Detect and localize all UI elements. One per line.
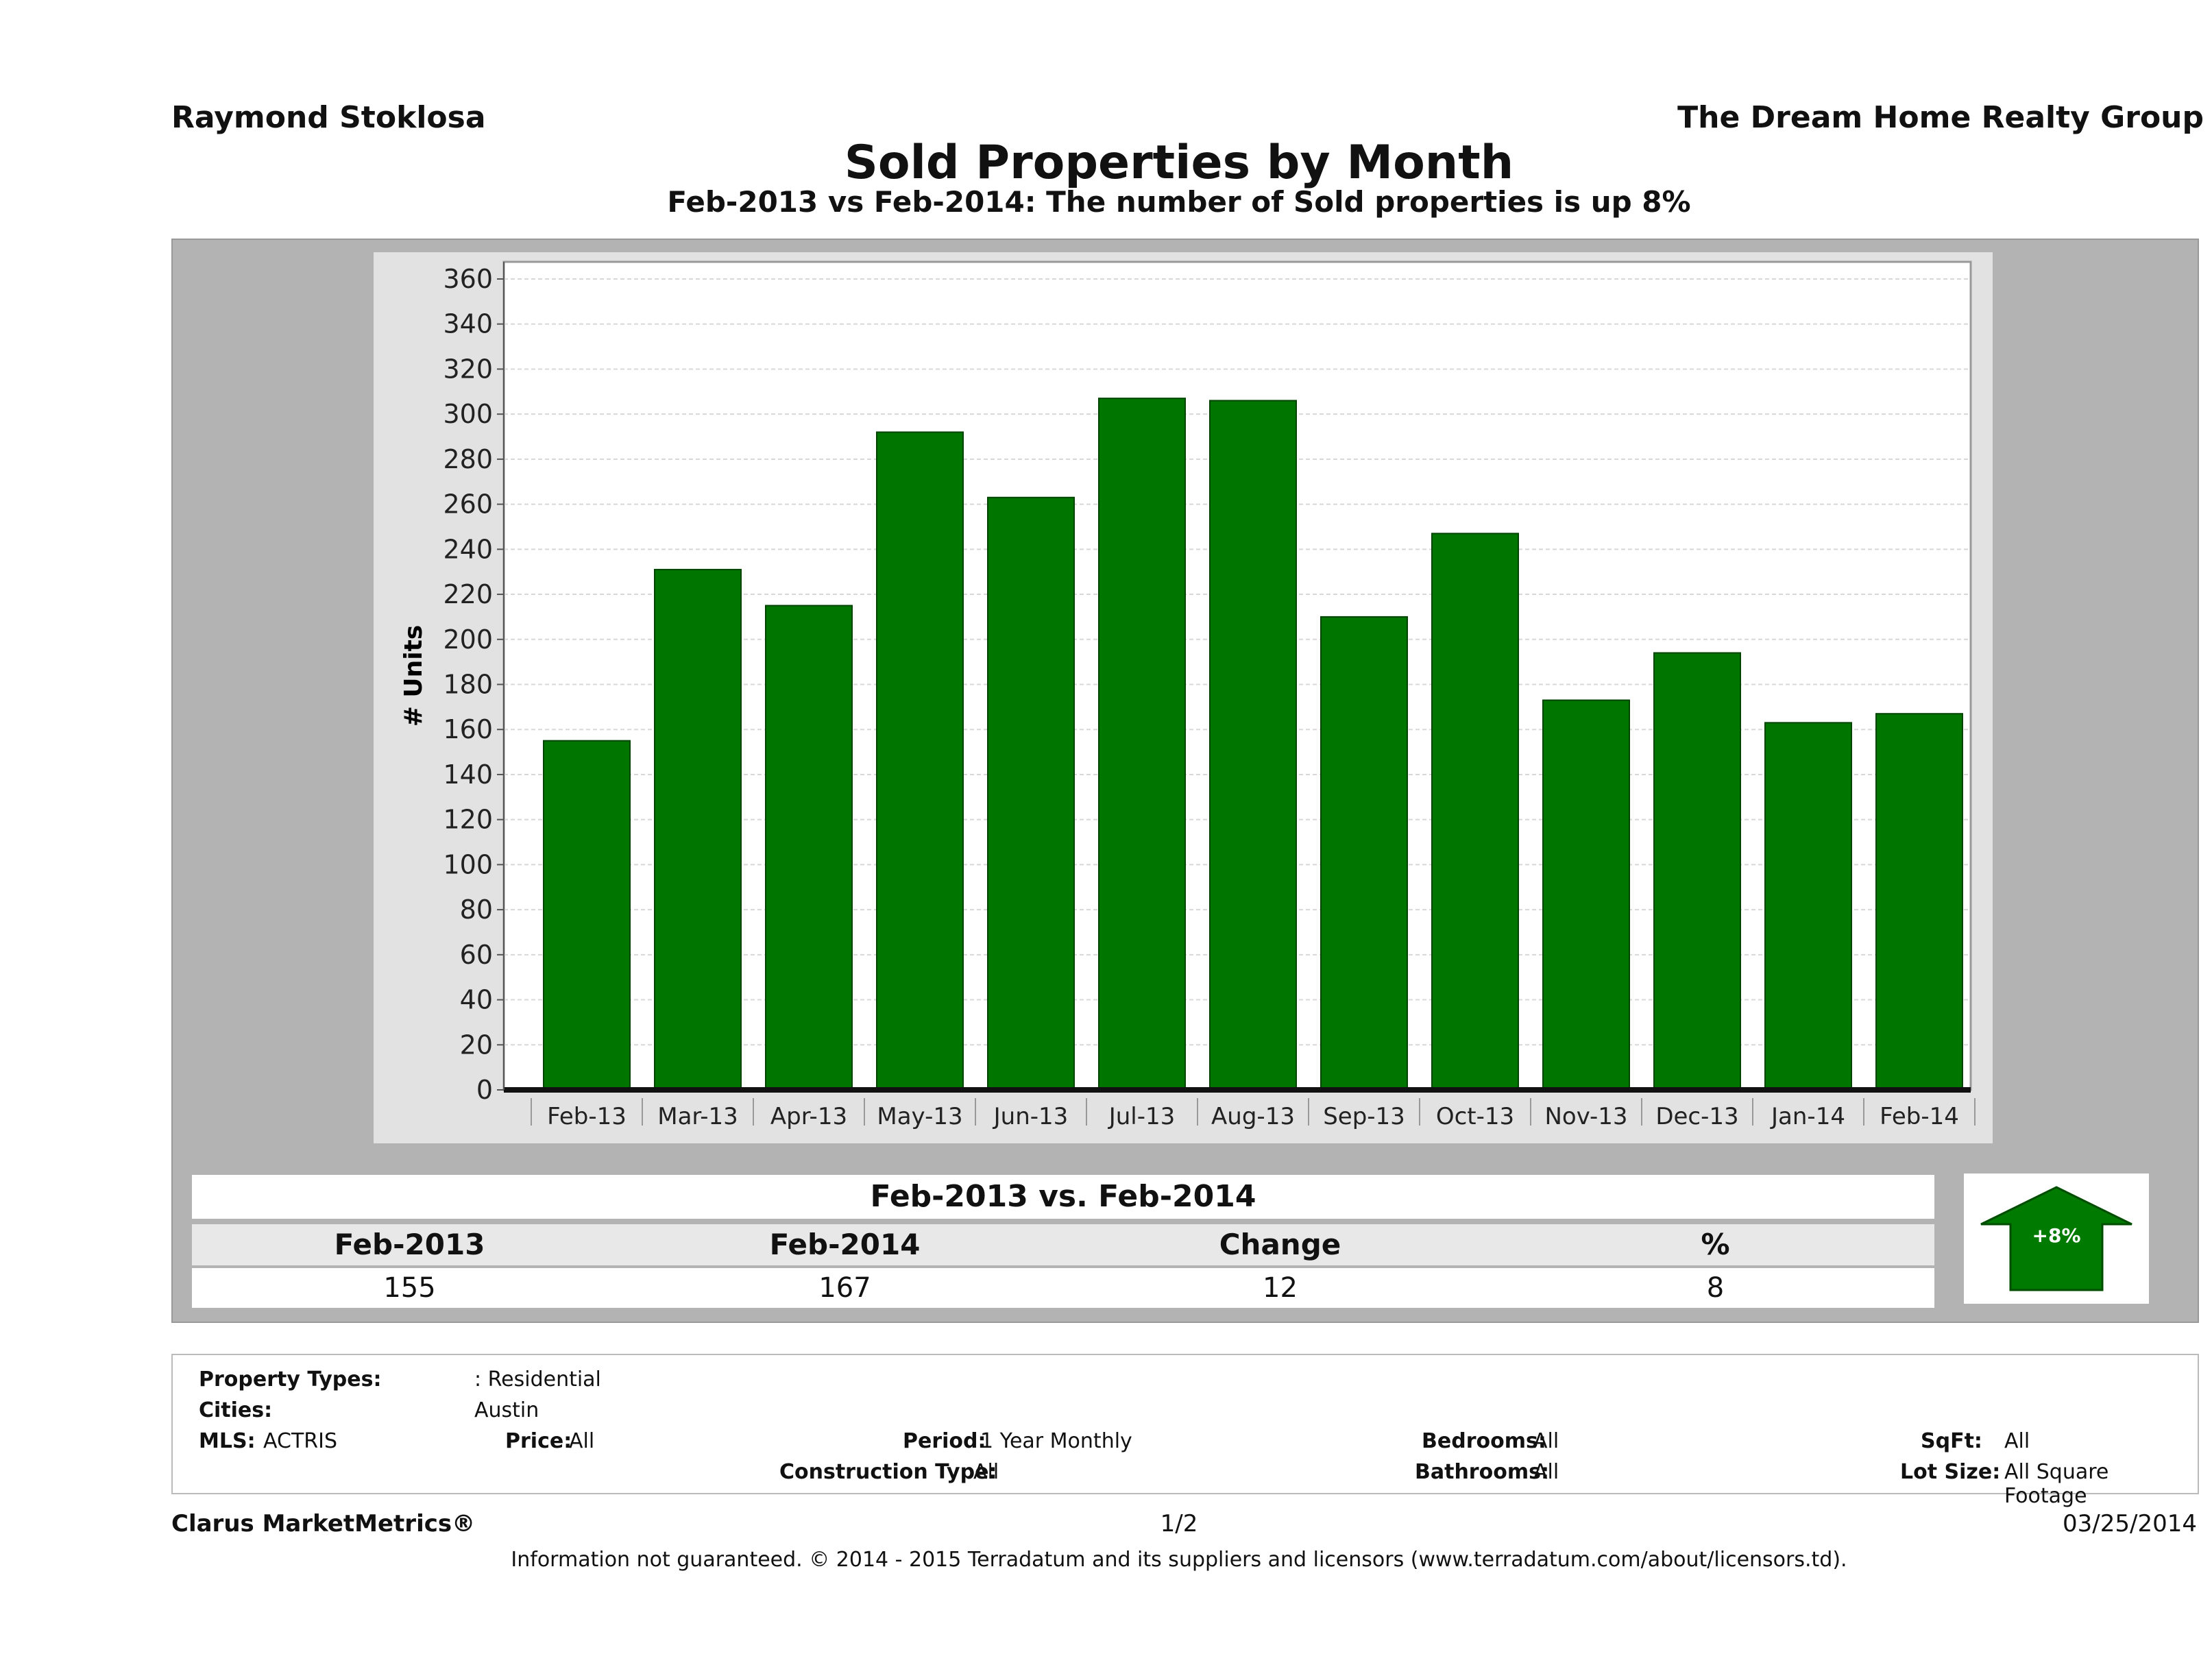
y-tick-label: 340 [443,309,493,339]
filter-panel: Property Types: : Residential Cities: Au… [171,1354,2199,1508]
filter-value: All [569,1429,595,1453]
filter-value: All [973,1460,999,1484]
y-tick-label: 140 [443,759,493,790]
x-axis-ticks: Feb-13 Mar-13 Apr-13 May-13 Jun-13 Jul-13 Aug-… [531,1098,1976,1130]
summary-header-cell: Feb-2014 [769,1228,921,1261]
y-tick-label: 260 [443,489,493,520]
summary-header-cell: Change [1219,1228,1341,1261]
filter-value: All Square Footage [2004,1460,2109,1508]
y-tick-label: 360 [443,264,493,294]
x-tick-label: Jul-13 [1108,1103,1176,1130]
bar-feb-13 [543,740,631,1091]
company-name: The Dream Home Realty Group [1677,100,2204,135]
y-tick-label: 0 [476,1075,493,1105]
filter-label: MLS: [199,1429,256,1453]
chart-subtitle: Feb-2013 vs Feb-2014: The number of Sold… [667,185,1691,219]
bar-oct-13 [1431,533,1519,1091]
x-tick-label: Feb-14 [1880,1103,1959,1130]
x-tick-label: Feb-13 [547,1103,627,1130]
y-tick-label: 200 [443,624,493,655]
bar-mar-13 [654,568,742,1091]
y-axis-label: # Units [400,625,428,727]
x-tick-label: Apr-13 [770,1103,847,1130]
x-tick-label: Jun-13 [993,1103,1069,1130]
y-tick-label: 120 [443,805,493,835]
bar-nov-13 [1542,699,1630,1091]
chart-title: Sold Properties by Month [844,136,1514,190]
filter-value: : Residential [474,1367,601,1391]
y-tick-label: 80 [460,895,493,925]
up-arrow-icon: +8% [1980,1186,2132,1291]
bars [543,398,1963,1091]
y-tick-label: 60 [460,940,493,970]
x-tick-label: Mar-13 [657,1103,738,1130]
y-tick-label: 100 [443,849,493,879]
filter-value: All [1533,1460,1559,1484]
summary-header-cell: % [1701,1228,1730,1261]
y-tick-label: 220 [443,579,493,609]
filter-value: All [2004,1429,2030,1453]
y-tick-label: 320 [443,354,493,384]
filter-value: All [1533,1429,1559,1453]
summary-value-cell: 12 [1263,1272,1298,1304]
summary-title: Feb-2013 vs. Feb-2014 [192,1175,1934,1219]
bar-apr-13 [765,605,853,1091]
x-tick-label: May-13 [877,1103,962,1130]
report-date: 03/25/2014 [2063,1510,2197,1537]
filter-value: Austin [474,1398,539,1422]
badge-text: +8% [2032,1224,2081,1247]
bar-may-13 [876,431,964,1091]
x-tick-label: Dec-13 [1655,1103,1738,1130]
filter-label: Price: [505,1429,572,1453]
y-tick-label: 20 [460,1030,493,1060]
y-tick-label: 300 [443,399,493,429]
bar-jul-13 [1098,398,1186,1091]
filter-label: Cities: [199,1398,273,1422]
y-tick-label: 160 [443,714,493,744]
filter-label: Bathrooms: [1415,1460,1549,1484]
filter-label: Period: [903,1429,986,1453]
x-tick-label: Aug-13 [1211,1103,1295,1130]
y-tick-label: 240 [443,534,493,564]
summary-header-row: Feb-2013 Feb-2014 Change % [192,1224,1934,1265]
x-tick-label: Nov-13 [1545,1103,1628,1130]
filter-value: 1 Year Monthly [980,1429,1132,1453]
summary-header-cell: Feb-2013 [334,1228,485,1261]
filter-value: ACTRIS [263,1429,338,1453]
summary-value-cell: 8 [1706,1272,1725,1304]
arrow-shape [1980,1186,2132,1291]
bar-chart: 0 20 40 60 80 100 120 140 160 180 200 220 240 260 280 3… [400,260,1976,1130]
footer-brand: Clarus MarketMetrics® [171,1510,476,1537]
bar-jun-13 [987,496,1075,1091]
x-tick-label: Oct-13 [1436,1103,1514,1130]
y-tick-label: 280 [443,444,493,474]
filter-label: Property Types: [199,1367,382,1391]
bar-dec-13 [1653,652,1741,1091]
page-number: 1/2 [1160,1510,1198,1537]
agent-name: Raymond Stoklosa [171,100,486,135]
bar-sep-13 [1320,616,1408,1091]
x-tick-label: Jan-14 [1770,1103,1845,1130]
bar-feb-14 [1875,713,1963,1091]
y-tick-label: 180 [443,670,493,700]
filter-label: SqFt: [1921,1429,1982,1453]
summary-value-cell: 155 [383,1272,436,1304]
chart-frame: 0 20 40 60 80 100 120 140 160 180 200 220 240 260 280 3… [374,252,1993,1143]
change-badge: +8% [1964,1174,2149,1304]
filter-label: Construction Type: [779,1460,997,1484]
y-axis-ticks: 0 20 40 60 80 100 120 140 160 180 200 220 240 260 280 3… [443,264,504,1105]
bar-aug-13 [1209,400,1297,1091]
summary-value-row: 155 167 12 8 [192,1268,1934,1308]
summary-value-cell: 167 [818,1272,871,1304]
x-tick-label: Sep-13 [1323,1103,1405,1130]
filter-label: Bedrooms: [1422,1429,1546,1453]
filter-label: Lot Size: [1900,1460,2001,1484]
bar-jan-14 [1764,722,1852,1091]
y-tick-label: 40 [460,985,493,1015]
disclaimer: Information not guaranteed. © 2014 - 201… [511,1548,1847,1572]
